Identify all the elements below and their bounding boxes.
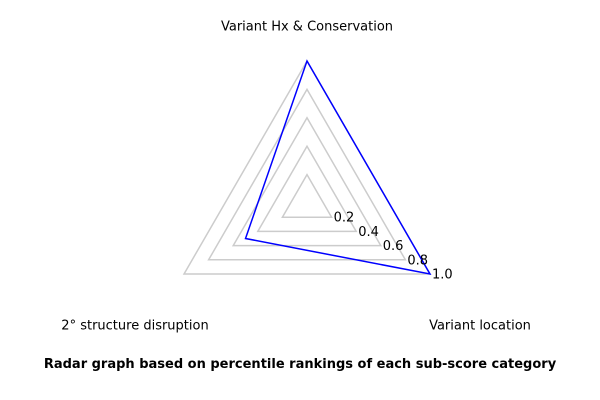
grid-ring-1: [281, 173, 333, 218]
radial-tick-label: 0.4: [358, 225, 379, 240]
axis-labels: Variant Hx & Conservation Variant locatio…: [61, 20, 531, 334]
radial-tick-labels: 0.20.4 0.60.8 1.0: [334, 211, 453, 283]
radar-series: [244, 59, 432, 276]
axis-label-3: 2° structure disruption: [61, 319, 208, 334]
radial-tick-label: 1.0: [432, 268, 453, 283]
radial-tick-label: 0.6: [383, 239, 404, 254]
series-line: [244, 59, 432, 276]
grid-ring-3: [231, 116, 383, 247]
radial-tick-label: 0.8: [407, 253, 428, 268]
axis-label-2: Variant location: [429, 319, 531, 334]
radial-tick-label: 0.2: [334, 211, 355, 226]
chart-caption: Radar graph based on percentile rankings…: [43, 357, 557, 372]
axis-label-1: Variant Hx & Conservation: [221, 20, 393, 35]
grid-ring-2: [256, 144, 358, 233]
grid-ring-4: [207, 87, 407, 261]
